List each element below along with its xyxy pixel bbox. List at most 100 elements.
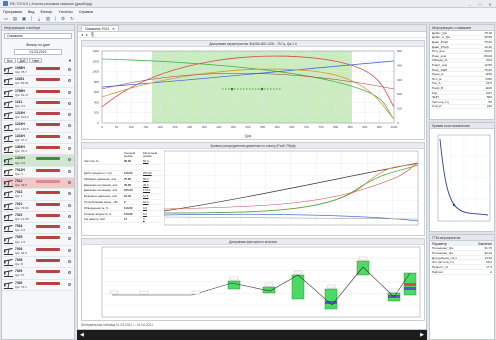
- mode-target[interactable]: 50.0: [143, 159, 149, 164]
- property-row: Дебит_н_Qн 46.89: [430, 35, 494, 41]
- chart1-xtick: 750: [318, 125, 323, 129]
- well-list-item[interactable]: 7012 Qж: 33.5: [2, 177, 74, 190]
- gtm-row[interactable]: Потенциал_Qн 62.10: [430, 251, 494, 256]
- property-key: Кпр: [432, 90, 438, 95]
- back-icon[interactable]: ◂: [81, 32, 84, 37]
- pump-jack-icon: [4, 270, 13, 278]
- well-list-item[interactable]: 7012H Qж: 4: [2, 167, 74, 178]
- download-icon[interactable]: ⤓: [38, 16, 40, 21]
- menu-item-1[interactable]: Вид: [27, 9, 35, 14]
- menu-item-4[interactable]: Справка: [78, 9, 93, 14]
- tab-all[interactable]: Все: [4, 58, 16, 63]
- forward-icon[interactable]: ▸: [86, 32, 89, 37]
- mode-target[interactable]: 170.0: [143, 188, 150, 193]
- property-row: Напр_В 1100: [430, 86, 494, 91]
- menu-item-3[interactable]: Утилиты: [58, 9, 73, 14]
- well-rate: Qж: 2.6: [15, 228, 26, 233]
- filter-icon[interactable]: ▼: [68, 58, 72, 63]
- gtm-row[interactable]: Опт.частота_Гц 56.0: [430, 260, 494, 266]
- menu-item-2[interactable]: Фильтр: [40, 9, 53, 14]
- waterfall-bars: [227, 260, 417, 310]
- chart1-xtick: 600: [275, 125, 280, 129]
- refresh-icon[interactable]: ↻: [70, 15, 74, 21]
- well-rate: Qж: 79.84: [15, 205, 29, 210]
- well-list-item[interactable]: 7028 Qж: 8: [2, 257, 74, 269]
- property-value: 46.89: [484, 35, 492, 40]
- mode-target[interactable]: 62.0: [143, 199, 149, 204]
- scroll-right-icon[interactable]: ▶: [420, 332, 424, 338]
- gtm-row[interactable]: Прирост_% 17.3: [430, 265, 494, 270]
- well-list-item[interactable]: 7013 Qж: 1: [2, 189, 74, 201]
- well-name: 7021: [15, 201, 23, 206]
- well-list-item[interactable]: 1211 Qж: 2.0: [2, 99, 74, 111]
- well-status-bar: [36, 146, 60, 150]
- well-list-item[interactable]: 1224H Qж: 47.4: [2, 133, 74, 145]
- well-list-item[interactable]: 1098H Qж: 78.7: [2, 65, 74, 77]
- target-point[interactable]: [260, 87, 264, 91]
- gtm-row[interactable]: Доп.добыча_т/сут 13.52: [430, 256, 494, 261]
- bottom-scroll-bar[interactable]: ◀ ▶: [77, 330, 427, 340]
- tab-well-document[interactable]: Скважина 7024 ✕: [81, 25, 119, 31]
- well-list-panel: Информация о выборе Скважина Фильтр по д…: [1, 24, 75, 340]
- well-list-item[interactable]: 7024 Qж: 2.6: [2, 223, 74, 235]
- well-list-item[interactable]: 7030 Qж: 74.1: [2, 280, 74, 291]
- well-list-item[interactable]: 7021 Qж: 79.84: [2, 201, 74, 212]
- mode-target[interactable]: 38.0: [143, 182, 149, 187]
- left-panel-header: Информация о выборе: [2, 25, 74, 31]
- well-name: 7024: [15, 224, 23, 229]
- tab-producers[interactable]: Доб: [16, 58, 29, 63]
- well-list-item[interactable]: 1304H Qж: 70.4: [2, 144, 74, 156]
- new-icon[interactable]: ▭: [3, 15, 9, 21]
- well-name: 1224H: [15, 122, 25, 127]
- well-list-item[interactable]: 7026 Qж: 94.5: [2, 246, 74, 258]
- settings-icon[interactable]: ⚙: [61, 15, 65, 21]
- save-icon[interactable]: ▣: [21, 15, 27, 21]
- well-list-item[interactable]: 1798H Qж: 91.27: [2, 88, 74, 99]
- well-list-item[interactable]: 1224H Qж: 140.5: [2, 121, 74, 133]
- property-key: Давл_Pзаб: [432, 39, 448, 44]
- mode-target[interactable]: 65.0: [143, 176, 149, 181]
- chart1-ytick-left: 200: [94, 111, 99, 115]
- mode-target[interactable]: 12.5: [143, 194, 149, 199]
- app-logo-icon: [3, 1, 8, 6]
- well-status-icon: [68, 101, 71, 105]
- tab-injectors[interactable]: Нагн: [29, 58, 43, 63]
- well-list-item[interactable]: 7029 Qж: 57: [2, 268, 74, 280]
- pump-jack-icon: [4, 180, 13, 188]
- mode-target[interactable]: 0.0: [143, 205, 147, 210]
- well-list-item[interactable]: 7025 Qж: 2.5: [2, 234, 74, 246]
- recovery-point[interactable]: [452, 203, 456, 207]
- menu-item-0[interactable]: Программа: [3, 9, 22, 14]
- gtm-row[interactable]: Рейтинг A: [430, 270, 494, 275]
- property-value: 40.0: [485, 58, 492, 63]
- close-tab-icon[interactable]: ✕: [112, 26, 115, 31]
- minimize-icon[interactable]: –: [468, 1, 472, 7]
- workspace-footer: Интервальная таблица 01.03.2021 — 01.04.…: [81, 322, 153, 327]
- object-select[interactable]: Скважина: [4, 33, 72, 39]
- chart-icon[interactable]: ▥: [45, 15, 51, 21]
- close-icon[interactable]: ✕: [488, 1, 492, 7]
- mode-target[interactable]: 0.0: [143, 211, 147, 216]
- maximize-icon[interactable]: □: [478, 1, 482, 7]
- mode-target[interactable]: 0: [143, 217, 145, 222]
- well-list-item[interactable]: 12451 Qж: 83.81: [2, 76, 74, 88]
- well-list-item[interactable]: 7022 Qж: 12.58: [2, 212, 74, 224]
- well-rate: Qж: 57: [15, 273, 25, 278]
- mode-param: Забойное давление, атм: [84, 176, 117, 181]
- factor-trend-line: [112, 266, 411, 306]
- current-point[interactable]: [230, 87, 234, 91]
- pump-jack-icon: [4, 168, 13, 176]
- property-key: Hсп_м: [432, 76, 442, 81]
- date-filter-input[interactable]: 01.03.2021: [14, 49, 62, 55]
- mode-param: Обводненность, %: [84, 205, 109, 210]
- gtm-row[interactable]: Потенциал_Qж 91.70: [430, 246, 494, 251]
- open-icon[interactable]: ▤: [12, 15, 18, 21]
- chart1-xtick: 850: [348, 125, 353, 129]
- mode-target[interactable]: 250.00: [143, 170, 152, 175]
- well-list-item[interactable]: 1310H Qж: 6.5: [2, 155, 74, 167]
- well-list: 1098H Qж: 78.7 12451 Qж: 83.81 1798H Qж: 91.2…: [2, 65, 74, 291]
- export-icon[interactable]: ⎘: [91, 32, 95, 37]
- well-list-item[interactable]: 1214H Qж: 103.4: [2, 110, 74, 122]
- scroll-left-icon[interactable]: ◀: [80, 332, 84, 338]
- chart1-ytick-left: 1400: [92, 49, 99, 53]
